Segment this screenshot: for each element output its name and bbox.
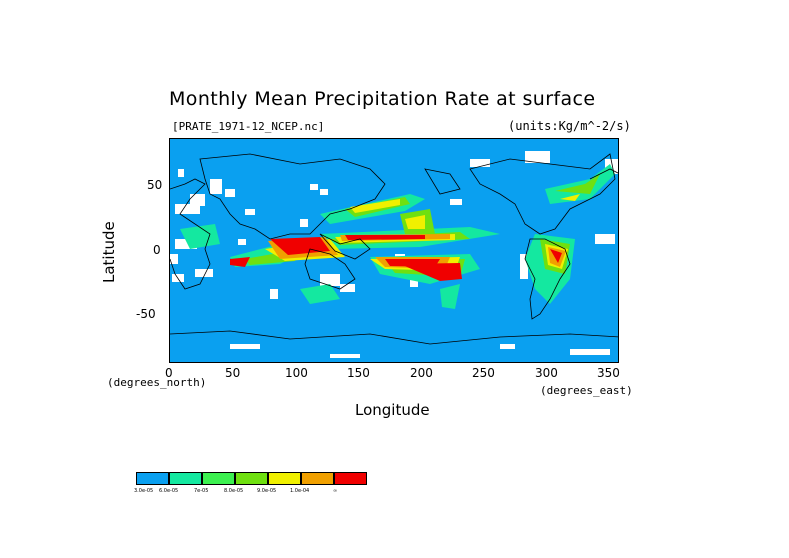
legend-label: 1.0e-04 bbox=[290, 488, 310, 494]
x-tick-label: 300 bbox=[535, 366, 558, 380]
legend-label: 8.0e-05 bbox=[224, 488, 244, 494]
x-unit-left: (degrees_north) bbox=[107, 376, 207, 389]
legend-label: 9.0e-05 bbox=[257, 488, 277, 494]
y-tick-label: -50 bbox=[136, 307, 156, 321]
missing-data-cells bbox=[170, 151, 618, 358]
legend-swatch bbox=[202, 472, 235, 485]
map-svg bbox=[170, 151, 618, 358]
legend-swatch bbox=[334, 472, 367, 485]
chart-title: Monthly Mean Precipitation Rate at surfa… bbox=[169, 88, 596, 110]
legend-swatch bbox=[235, 472, 268, 485]
legend-swatch bbox=[169, 472, 202, 485]
x-axis-title: Longitude bbox=[355, 401, 430, 419]
y-axis-title: Latitude bbox=[100, 221, 118, 283]
x-tick-label: 350 bbox=[597, 366, 620, 380]
legend-label: 3.0e-05 bbox=[134, 488, 154, 494]
y-tick-label: 50 bbox=[147, 178, 163, 192]
x-tick-label: 200 bbox=[410, 366, 433, 380]
legend-label: 6.0e-05 bbox=[159, 488, 179, 494]
legend-swatch bbox=[301, 472, 334, 485]
x-tick-label: 150 bbox=[347, 366, 370, 380]
x-tick-label: 50 bbox=[225, 366, 241, 380]
dataset-filename: [PRATE_1971-12_NCEP.nc] bbox=[172, 120, 325, 133]
x-tick-label: 250 bbox=[472, 366, 495, 380]
units-label: (units:Kg/m^-2/s) bbox=[508, 119, 631, 133]
precipitation-map bbox=[169, 138, 619, 363]
x-tick-label: 100 bbox=[285, 366, 308, 380]
y-tick-label: 0 bbox=[153, 243, 161, 257]
legend-label: ∞ bbox=[333, 488, 338, 494]
x-tick-label: 0 bbox=[165, 366, 173, 380]
legend-swatch bbox=[136, 472, 169, 485]
x-unit-right: (degrees_east) bbox=[540, 384, 633, 397]
coastlines bbox=[170, 153, 618, 345]
legend-label: 7e-05 bbox=[194, 488, 209, 494]
legend-swatch bbox=[268, 472, 301, 485]
